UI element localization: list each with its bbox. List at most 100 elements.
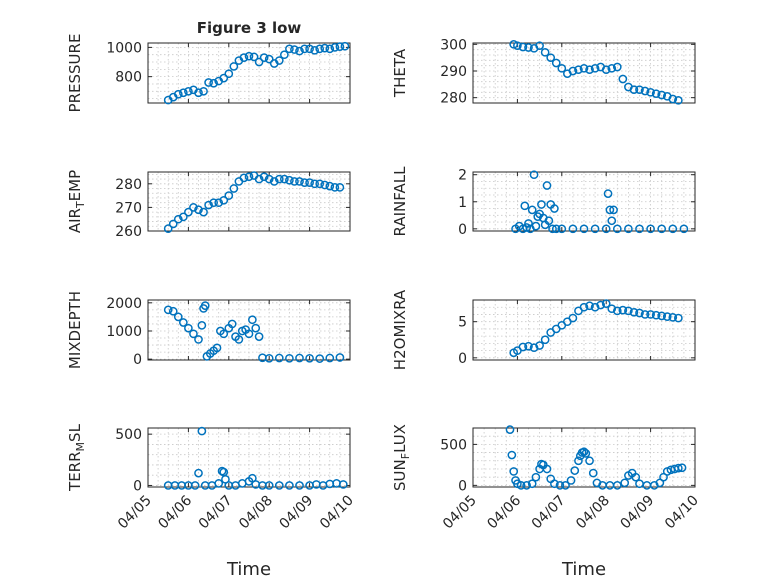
data-point bbox=[209, 78, 218, 88]
data-point bbox=[244, 172, 254, 182]
x-tick-label: 04/07 bbox=[529, 493, 569, 533]
data-point bbox=[668, 94, 678, 104]
data-point bbox=[315, 44, 325, 54]
data-point bbox=[295, 353, 304, 363]
data-point bbox=[310, 179, 319, 189]
y-axis-label-rest: EMP bbox=[66, 170, 84, 201]
data-point bbox=[624, 224, 633, 234]
data-point bbox=[513, 41, 522, 51]
y-axis-label: THETA bbox=[391, 48, 409, 98]
data-point bbox=[651, 310, 661, 320]
subplot-2: 280 290 300 THETA bbox=[391, 37, 696, 107]
x-tick-label: 04/10 bbox=[317, 493, 357, 533]
data-point bbox=[264, 174, 274, 184]
data-point bbox=[300, 44, 309, 54]
data-point bbox=[254, 174, 264, 184]
data-point bbox=[607, 216, 617, 226]
x-tick-label: 04/05 bbox=[440, 493, 480, 533]
x-tick-label: 04/05 bbox=[115, 493, 155, 533]
data-point bbox=[179, 88, 188, 98]
data-point bbox=[340, 41, 350, 51]
data-point bbox=[657, 224, 667, 234]
data-point bbox=[338, 480, 348, 489]
x-tick-label: 04/09 bbox=[618, 493, 658, 533]
data-point bbox=[631, 472, 641, 482]
data-point bbox=[320, 43, 330, 53]
data-point bbox=[274, 56, 284, 65]
y-tick-label: 1 bbox=[458, 195, 467, 211]
data-point bbox=[229, 184, 239, 193]
data-point bbox=[568, 224, 578, 234]
axes-frame bbox=[147, 427, 351, 488]
axes-frame bbox=[472, 427, 696, 488]
data-point bbox=[629, 307, 639, 317]
data-point bbox=[212, 343, 222, 353]
data-point bbox=[179, 212, 188, 222]
data-point bbox=[249, 52, 259, 62]
data-point bbox=[605, 205, 615, 215]
subplot-4: 0 1 2 RAINFALL bbox=[391, 166, 696, 238]
data-point bbox=[173, 214, 183, 224]
subplot-6: 0 5 H2OMIXRA bbox=[391, 289, 696, 370]
data-point bbox=[254, 332, 264, 341]
y-tick-label: 500 bbox=[440, 437, 467, 453]
data-point bbox=[588, 468, 598, 478]
x-tick-label: 04/09 bbox=[277, 493, 317, 533]
data-point bbox=[244, 329, 254, 339]
data-point bbox=[507, 450, 517, 460]
data-point bbox=[335, 42, 345, 52]
data-point bbox=[555, 481, 565, 490]
data-point bbox=[551, 224, 561, 234]
data-point bbox=[524, 43, 533, 52]
y-tick-label: 0 bbox=[458, 478, 467, 494]
data-point bbox=[607, 63, 617, 73]
data-point bbox=[524, 341, 533, 351]
data-point bbox=[285, 175, 294, 185]
y-axis-label-rest: LUX bbox=[391, 424, 409, 453]
data-point bbox=[229, 62, 239, 71]
subplot-3: 260 270 280 AIRTEMP bbox=[66, 170, 351, 240]
data-point bbox=[635, 308, 644, 318]
data-point bbox=[640, 86, 650, 96]
y-tick-label: 280 bbox=[115, 177, 142, 193]
data-point bbox=[285, 353, 294, 363]
data-point bbox=[209, 198, 218, 208]
y-axis-label-rest: SL bbox=[66, 423, 84, 442]
data-point bbox=[548, 224, 557, 234]
data-point bbox=[199, 86, 208, 96]
data-point bbox=[248, 315, 257, 325]
data-point bbox=[527, 479, 537, 489]
data-point bbox=[618, 305, 628, 315]
data-point bbox=[224, 69, 234, 79]
data-point bbox=[219, 195, 229, 205]
data-point bbox=[529, 170, 539, 180]
data-point bbox=[585, 65, 594, 75]
data-point bbox=[335, 353, 345, 362]
data-point bbox=[274, 353, 284, 363]
x-tick-label: 04/10 bbox=[662, 493, 702, 533]
data-point bbox=[529, 343, 539, 353]
y-axis-label: MIXDEPTH bbox=[66, 291, 84, 369]
data-point bbox=[239, 53, 249, 62]
data-point bbox=[204, 78, 213, 87]
data-point bbox=[551, 58, 561, 68]
data-point bbox=[194, 468, 203, 478]
axes-frame bbox=[472, 299, 696, 361]
data-point bbox=[540, 335, 550, 345]
data-point bbox=[520, 201, 530, 211]
data-point bbox=[585, 456, 594, 466]
data-point bbox=[601, 299, 611, 308]
y-tick-label: 0 bbox=[458, 222, 467, 238]
data-point bbox=[601, 224, 611, 234]
data-point bbox=[168, 306, 178, 316]
data-point bbox=[197, 426, 207, 436]
data-point bbox=[173, 312, 183, 322]
data-point bbox=[254, 57, 264, 67]
data-point bbox=[579, 224, 589, 234]
subplot-title: Figure 3 low bbox=[197, 19, 302, 37]
y-axis-label: AIRTEMP bbox=[66, 170, 87, 233]
y-tick-label: 800 bbox=[115, 70, 142, 86]
data-point bbox=[305, 178, 314, 187]
data-point bbox=[596, 300, 606, 310]
